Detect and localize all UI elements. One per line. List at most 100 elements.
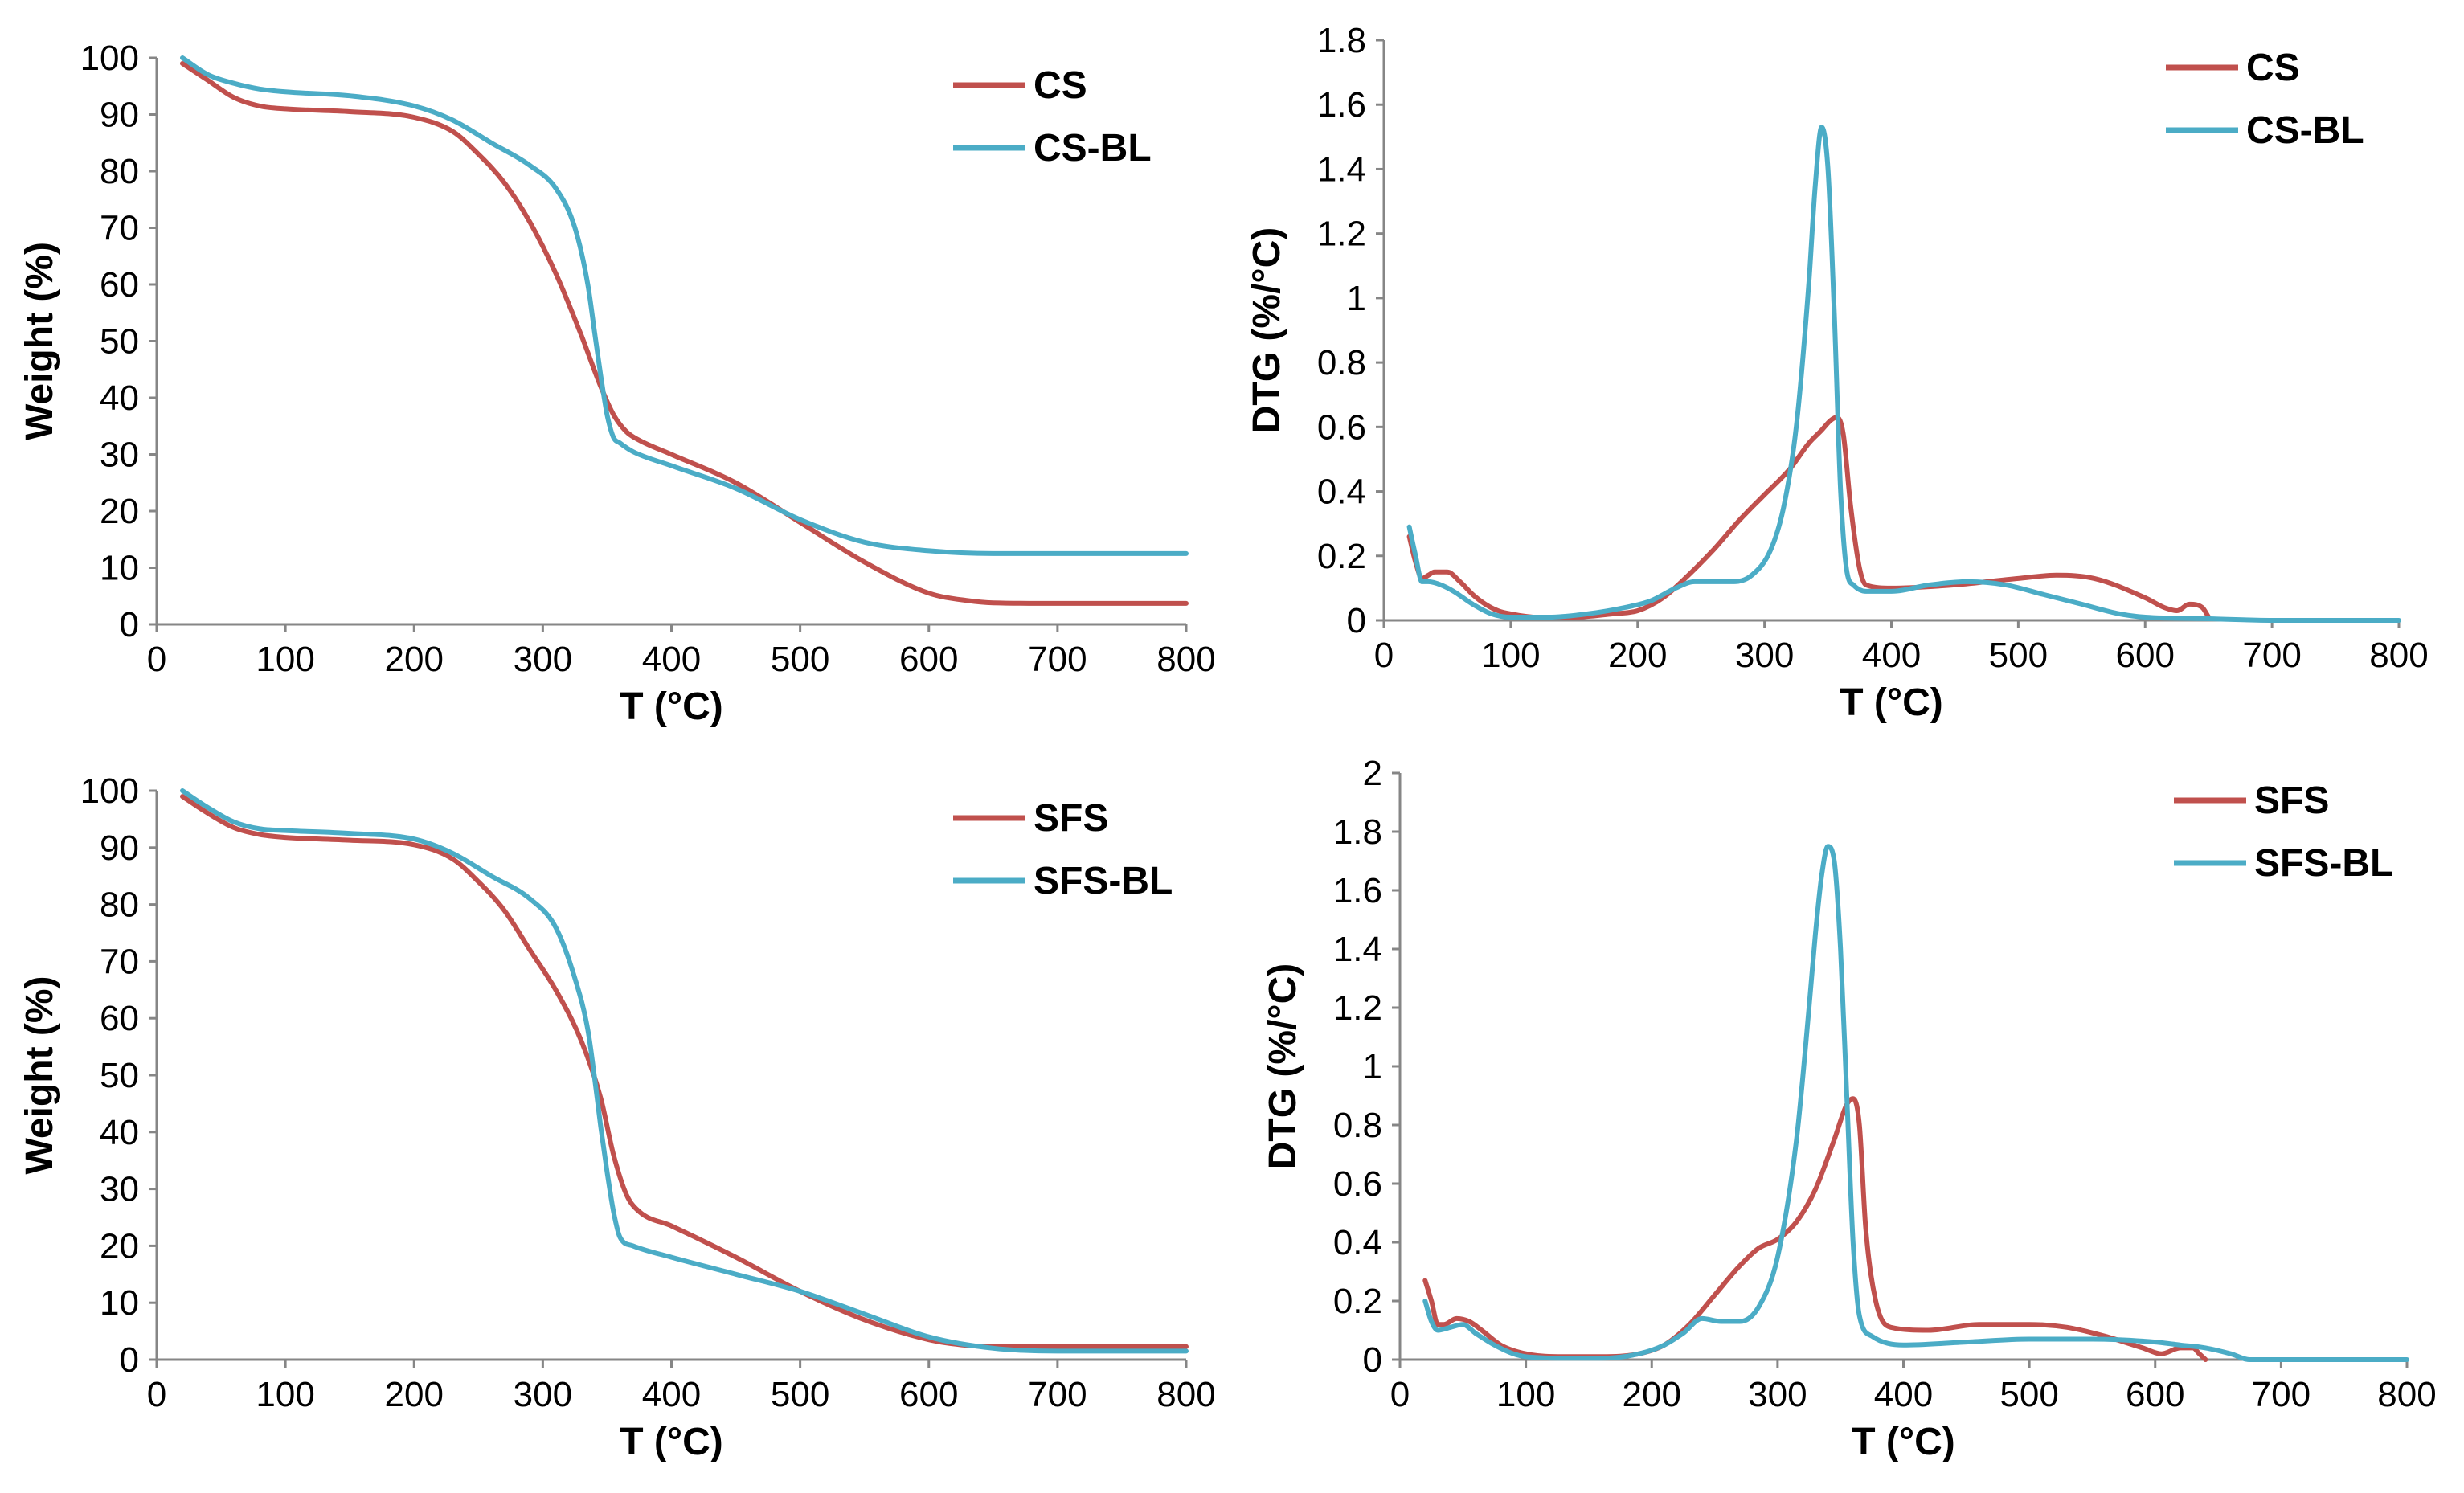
legend-label-cs-bl: CS-BL <box>2246 109 2364 152</box>
x-tick-label: 700 <box>1028 640 1087 679</box>
x-tick-label: 700 <box>1028 1375 1087 1414</box>
x-axis-title: T (°C) <box>620 685 722 728</box>
series-line-cs-bl <box>180 55 1189 556</box>
chart-dtg_sfs: 0 0.2 0.4 0.6 0.8 1 1.2 1.4 1.6 1.8 2 0 100 200 300 400… <box>1262 754 2437 1463</box>
y-tick-label: 0 <box>120 1340 139 1380</box>
y-tick-label: 0.2 <box>1317 537 1366 576</box>
legend-label-sfs-bl: SFS-BL <box>2254 842 2393 885</box>
x-tick-label: 400 <box>1874 1375 1933 1414</box>
x-tick-label: 100 <box>1481 636 1540 675</box>
y-tick-label: 0 <box>120 605 139 644</box>
y-tick-label: 1.8 <box>1333 812 1382 852</box>
y-tick-label: 0.6 <box>1317 407 1366 447</box>
y-tick-label: 1.2 <box>1317 215 1366 254</box>
x-tick-label: 800 <box>1156 640 1215 679</box>
y-tick-label: 1.2 <box>1333 988 1382 1028</box>
y-tick-label: 20 <box>100 492 139 531</box>
x-tick-label: 0 <box>1374 636 1394 675</box>
x-tick-label: 0 <box>1390 1375 1410 1414</box>
x-axis-title: T (°C) <box>1852 1421 1954 1463</box>
x-tick-label: 500 <box>771 640 829 679</box>
y-tick-label: 1.6 <box>1333 871 1382 910</box>
y-tick-label: 80 <box>100 886 139 925</box>
y-tick-label: 1.4 <box>1317 149 1366 189</box>
legend-label-sfs: SFS <box>2254 779 2329 822</box>
y-tick-label: 40 <box>100 1113 139 1152</box>
y-tick-label: 1 <box>1347 279 1366 318</box>
legend-label-cs: CS <box>2246 47 2300 89</box>
legend-label-sfs-bl: SFS-BL <box>1033 860 1173 902</box>
y-tick-label: 0 <box>1347 601 1366 640</box>
y-tick-label: 0.4 <box>1333 1223 1382 1262</box>
y-tick-label: 0.4 <box>1317 472 1366 512</box>
x-tick-label: 200 <box>385 640 444 679</box>
y-tick-label: 10 <box>100 1283 139 1323</box>
y-tick-label: 50 <box>100 1056 139 1095</box>
y-tick-label: 70 <box>100 942 139 981</box>
x-tick-label: 200 <box>1623 1375 1681 1414</box>
series-line-cs-bl <box>1406 125 2401 624</box>
x-tick-label: 500 <box>771 1375 829 1414</box>
series-line-sfs-bl <box>1422 844 2409 1363</box>
y-tick-label: 50 <box>100 322 139 362</box>
x-tick-label: 500 <box>1999 1375 2058 1414</box>
x-tick-label: 300 <box>1735 636 1794 675</box>
y-tick-label: 90 <box>100 96 139 135</box>
y-axis-title: DTG (%/°C) <box>1246 227 1288 434</box>
legend-label-cs: CS <box>1033 64 1087 107</box>
y-tick-label: 0.2 <box>1333 1282 1382 1321</box>
x-tick-label: 600 <box>899 1375 958 1414</box>
x-tick-label: 100 <box>1496 1375 1555 1414</box>
y-tick-label: 30 <box>100 436 139 475</box>
y-axis-title: Weight (%) <box>18 976 61 1174</box>
x-tick-label: 700 <box>2242 636 2301 675</box>
y-tick-label: 90 <box>100 828 139 868</box>
y-tick-label: 0.8 <box>1317 343 1366 382</box>
y-tick-label: 30 <box>100 1170 139 1209</box>
y-tick-label: 70 <box>100 209 139 248</box>
y-tick-label: 2 <box>1363 754 1382 793</box>
x-tick-label: 600 <box>899 640 958 679</box>
chart-tga_sfs: 0 10 20 30 40 50 60 70 80 90 100 0 100 200 300 400 500 60… <box>18 771 1216 1463</box>
x-tick-label: 600 <box>2116 636 2175 675</box>
y-tick-label: 1 <box>1363 1047 1382 1086</box>
x-tick-label: 100 <box>256 640 314 679</box>
y-tick-label: 1.6 <box>1317 85 1366 125</box>
y-tick-label: 20 <box>100 1226 139 1266</box>
y-tick-label: 100 <box>80 771 139 811</box>
x-tick-label: 0 <box>147 1375 166 1414</box>
x-axis-title: T (°C) <box>1840 681 1942 724</box>
x-tick-label: 400 <box>642 1375 701 1414</box>
series-line-sfs-bl <box>180 788 1189 1354</box>
series-line-sfs <box>1422 1096 2208 1362</box>
y-axis-title: Weight (%) <box>18 242 61 440</box>
x-tick-label: 300 <box>514 640 572 679</box>
x-tick-label: 500 <box>1989 636 2048 675</box>
chart-dtg_cs: 0 0.2 0.4 0.6 0.8 1 1.2 1.4 1.6 1.8 0 100 200 300 400 5… <box>1246 21 2429 724</box>
x-tick-label: 800 <box>2377 1375 2436 1414</box>
y-tick-label: 10 <box>100 549 139 588</box>
y-tick-label: 40 <box>100 378 139 418</box>
y-tick-label: 0.8 <box>1333 1106 1382 1145</box>
x-tick-label: 400 <box>1862 636 1921 675</box>
x-tick-label: 800 <box>1156 1375 1215 1414</box>
y-tick-label: 80 <box>100 152 139 191</box>
x-tick-label: 400 <box>642 640 701 679</box>
x-tick-label: 800 <box>2369 636 2428 675</box>
x-tick-label: 600 <box>2126 1375 2184 1414</box>
x-axis-title: T (°C) <box>620 1421 722 1463</box>
x-tick-label: 0 <box>147 640 166 679</box>
x-tick-label: 700 <box>2252 1375 2311 1414</box>
x-tick-label: 200 <box>385 1375 444 1414</box>
chart-tga_cs: 0 10 20 30 40 50 60 70 80 90 100 0 100 200 300 400 500 60… <box>18 39 1216 728</box>
series-line-cs <box>1406 415 2212 620</box>
x-tick-label: 300 <box>514 1375 572 1414</box>
y-tick-label: 0 <box>1363 1340 1382 1380</box>
legend-label-cs-bl: CS-BL <box>1033 127 1152 170</box>
x-tick-label: 300 <box>1748 1375 1807 1414</box>
y-tick-label: 60 <box>100 265 139 305</box>
legend-label-sfs: SFS <box>1033 797 1108 840</box>
y-tick-label: 60 <box>100 999 139 1038</box>
